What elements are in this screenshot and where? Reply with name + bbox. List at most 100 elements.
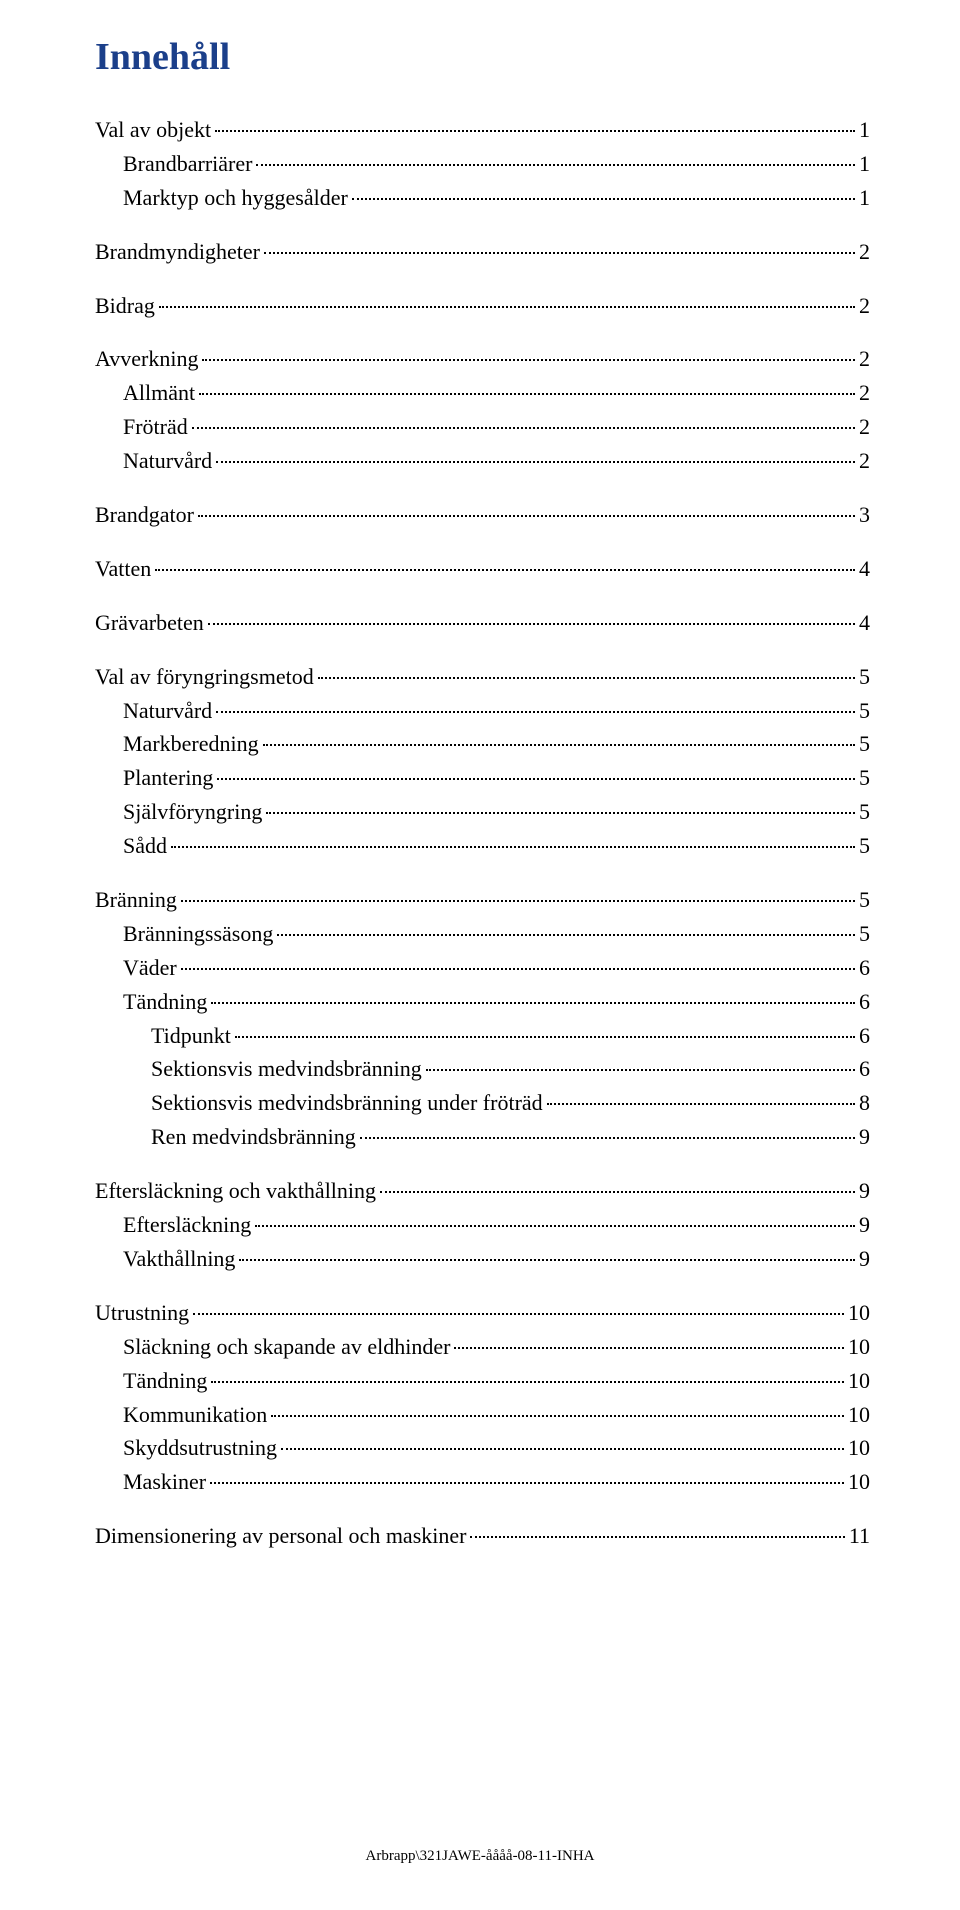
toc-entry: Bidrag2 [95,290,870,322]
toc-leader-dots [239,1259,855,1261]
toc-entry-label: Naturvård [123,695,212,727]
toc-entry-page: 4 [859,607,870,639]
toc-leader-dots [171,846,855,848]
toc-leader-dots [216,711,855,713]
toc-entry: Eftersläckning9 [95,1209,870,1241]
toc-entry-label: Självföryngring [123,796,262,828]
toc-entry-page: 3 [859,499,870,531]
toc-entry-page: 1 [859,182,870,214]
toc-entry-page: 1 [859,114,870,146]
toc-entry-label: Val av objekt [95,114,211,146]
toc-entry: Sådd 5 [95,830,870,862]
toc-entry-label: Bränningssäsong [123,918,273,950]
toc-entry-page: 10 [848,1432,870,1464]
toc-entry: Plantering5 [95,762,870,794]
toc-entry-label: Dimensionering av personal och maskiner [95,1520,466,1552]
toc-entry-page: 5 [859,728,870,760]
toc-entry-page: 2 [859,445,870,477]
toc-leader-dots [192,427,855,429]
toc-entry-label: Marktyp och hyggesålder [123,182,348,214]
toc-entry-page: 2 [859,236,870,268]
toc-entry-page: 6 [859,952,870,984]
page-title: Innehåll [95,35,870,79]
toc-entry: Dimensionering av personal och maskiner1… [95,1520,870,1552]
toc-entry-page: 6 [859,986,870,1018]
toc-entry: Ren medvindsbränning 9 [95,1121,870,1153]
toc-entry-page: 5 [859,830,870,862]
toc-entry-page: 2 [859,411,870,443]
toc-leader-dots [198,515,855,517]
toc-entry-page: 10 [848,1365,870,1397]
toc-entry-label: Sektionsvis medvindsbränning under frötr… [151,1087,543,1119]
toc-entry-page: 6 [859,1053,870,1085]
toc-entry-label: Vatten [95,553,151,585]
toc-entry: Naturvård 5 [95,695,870,727]
toc-entry-page: 5 [859,796,870,828]
toc-entry-label: Sektionsvis medvindsbränning [151,1053,422,1085]
toc-entry: Fröträd2 [95,411,870,443]
toc-entry-page: 6 [859,1020,870,1052]
toc-leader-dots [470,1536,844,1538]
toc-entry: Marktyp och hyggesålder 1 [95,182,870,214]
toc-entry-label: Plantering [123,762,213,794]
toc-entry: Släckning och skapande av eldhinder10 [95,1331,870,1363]
toc-entry-label: Tändning [123,1365,207,1397]
toc-entry-page: 5 [859,884,870,916]
toc-leader-dots [277,934,855,936]
toc-leader-dots [202,359,855,361]
toc-entry-label: Sådd [123,830,167,862]
toc-entry: Sektionsvis medvindsbränning under frötr… [95,1087,870,1119]
toc-entry-page: 2 [859,343,870,375]
toc-entry-page: 9 [859,1121,870,1153]
toc-entry: Brandgator 3 [95,499,870,531]
toc-leader-dots [208,623,855,625]
toc-entry-label: Allmänt [123,377,195,409]
toc-leader-dots [352,198,855,200]
toc-entry-label: Brandbarriärer [123,148,252,180]
toc-entry: Självföryngring 5 [95,796,870,828]
toc-entry-label: Brandgator [95,499,194,531]
toc-entry-label: Bidrag [95,290,155,322]
toc-entry-label: Ren medvindsbränning [151,1121,356,1153]
toc-entry-page: 10 [848,1297,870,1329]
toc-leader-dots [235,1036,855,1038]
toc-entry-label: Val av föryngringsmetod [95,661,314,693]
toc-entry: Utrustning10 [95,1297,870,1329]
toc-entry: Eftersläckning och vakthållning9 [95,1175,870,1207]
toc-leader-dots [547,1103,855,1105]
toc-entry-page: 8 [859,1087,870,1119]
toc-entry-label: Avverkning [95,343,198,375]
toc-leader-dots [256,164,855,166]
toc-leader-dots [216,461,855,463]
toc-entry-label: Grävarbeten [95,607,204,639]
toc-entry: Val av objekt 1 [95,114,870,146]
toc-leader-dots [271,1415,844,1417]
toc-entry-page: 10 [848,1399,870,1431]
toc-entry-page: 1 [859,148,870,180]
toc-entry-label: Bränning [95,884,177,916]
toc-entry-label: Naturvård [123,445,212,477]
toc-entry-page: 9 [859,1243,870,1275]
toc-leader-dots [255,1225,855,1227]
toc-entry-page: 9 [859,1175,870,1207]
toc-leader-dots [264,252,855,254]
toc-entry-page: 5 [859,918,870,950]
toc-leader-dots [181,900,855,902]
toc-entry: Skyddsutrustning10 [95,1432,870,1464]
table-of-contents: Val av objekt1Brandbarriärer1Marktyp och… [95,114,870,1552]
toc-leader-dots [155,569,855,571]
toc-leader-dots [266,812,855,814]
toc-entry-page: 9 [859,1209,870,1241]
toc-leader-dots [318,677,855,679]
toc-entry-label: Kommunikation [123,1399,267,1431]
toc-entry-page: 5 [859,695,870,727]
toc-entry: Tändning6 [95,986,870,1018]
toc-leader-dots [426,1069,855,1071]
toc-entry: Bränningssäsong 5 [95,918,870,950]
toc-leader-dots [454,1347,844,1349]
toc-entry-label: Väder [123,952,177,984]
toc-entry: Naturvård 2 [95,445,870,477]
toc-entry: Vatten4 [95,553,870,585]
toc-entry: Brandbarriärer 1 [95,148,870,180]
toc-leader-dots [215,130,855,132]
